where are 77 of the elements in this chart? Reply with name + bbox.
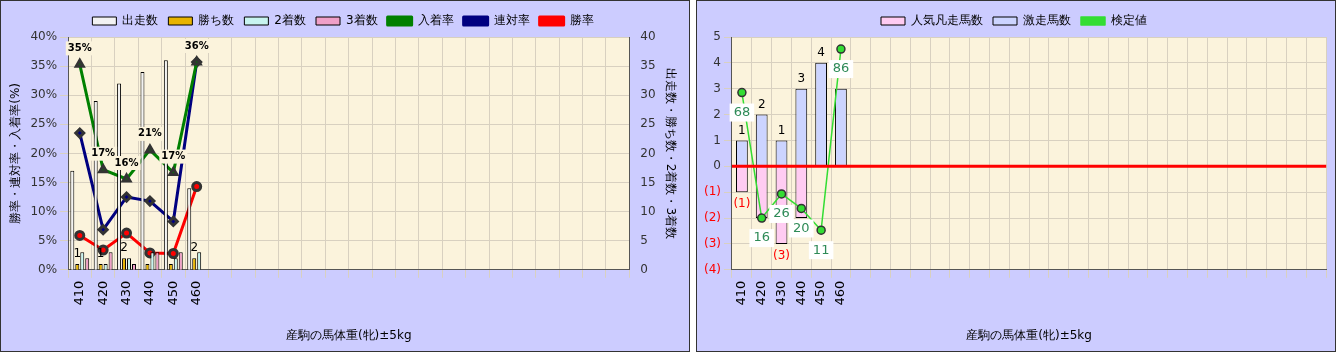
- data-label: 4: [817, 44, 825, 59]
- y2-tick-label: 10: [640, 203, 656, 218]
- y-tick-label: (1): [704, 184, 721, 199]
- y-tick-label: 5: [713, 29, 721, 44]
- y2-tick-label: 20: [640, 145, 656, 160]
- y-tick-label: 1: [713, 132, 721, 147]
- y2-tick-label: 5: [640, 232, 648, 247]
- legend-label: 検定値: [1111, 13, 1147, 28]
- y-tick-label: (2): [704, 210, 721, 225]
- data-label: 68: [733, 103, 751, 119]
- y-tick-label: 30%: [30, 87, 58, 102]
- y-tick-label: 15%: [30, 174, 58, 189]
- x-tick-label: 450: [812, 280, 828, 306]
- data-label: 1: [73, 246, 82, 261]
- data-label: 21%: [137, 127, 162, 139]
- data-label: 2: [120, 240, 128, 255]
- data-label: 3: [797, 70, 806, 85]
- data-label: 1: [777, 122, 786, 137]
- y-tick-label: (4): [704, 261, 721, 276]
- legend-label: 出走数: [122, 13, 159, 28]
- data-label: 26: [773, 205, 790, 221]
- x-tick-label: 420: [753, 280, 769, 306]
- data-label: 86: [832, 60, 850, 76]
- x-tick-label: 460: [832, 280, 848, 306]
- data-label: 17%: [161, 150, 186, 162]
- x-tick-label: 430: [117, 280, 133, 306]
- legend-label: 勝ち数: [198, 13, 235, 28]
- data-label: 20: [793, 219, 810, 235]
- legend-label: 2着数: [274, 13, 307, 28]
- data-label: 11: [812, 241, 830, 257]
- data-label: 1: [738, 122, 746, 137]
- data-label: (1): [733, 196, 751, 211]
- data-label: 1: [96, 246, 105, 261]
- data-label: 36%: [184, 39, 209, 51]
- y-tick-label: 2: [713, 106, 721, 121]
- y2-tick-label: 0: [640, 261, 648, 276]
- y-tick-label: 40%: [30, 29, 58, 44]
- legend-label: 激走馬数: [1023, 13, 1071, 28]
- y-tick-label: 25%: [30, 116, 58, 131]
- y-tick-label: 5%: [38, 232, 58, 247]
- y-tick-label: (3): [704, 236, 721, 251]
- x-tick-label: 410: [733, 280, 749, 306]
- x-tick-label: 430: [772, 280, 788, 306]
- data-label: (3): [773, 248, 791, 263]
- y-tick-label: 35%: [30, 58, 58, 73]
- data-label: 2: [757, 96, 766, 111]
- y-axis-title: 勝率・連対率・入着率(%): [8, 83, 23, 224]
- y2-tick-label: 30: [640, 87, 656, 102]
- y-tick-label: 0%: [38, 261, 58, 276]
- legend-label: 入着率: [417, 13, 454, 28]
- y2-axis-title: 出走数・勝ち数・2着数・3着数: [663, 67, 678, 240]
- x-tick-label: 440: [141, 280, 157, 306]
- y2-tick-label: 15: [640, 174, 656, 189]
- data-label: 17%: [91, 147, 116, 159]
- legend-label: 連対率: [493, 13, 530, 28]
- legend-label: 3着数: [346, 13, 378, 28]
- data-label: 16%: [114, 156, 139, 168]
- x-tick-label: 420: [94, 280, 110, 306]
- x-tick-label: 440: [792, 280, 808, 306]
- y-tick-label: 4: [713, 54, 721, 69]
- y-tick-label: 20%: [30, 145, 58, 160]
- x-axis-title: 産駒の馬体重(牝)±5kg: [285, 327, 412, 342]
- x-axis-title: 産駒の馬体重(牝)±5kg: [966, 327, 1092, 342]
- y-tick-label: 10%: [30, 203, 58, 218]
- data-label: 2: [190, 240, 199, 255]
- y-tick-label: 3: [713, 80, 721, 95]
- y-tick-label: 0: [713, 158, 721, 173]
- data-label: 16: [753, 229, 770, 245]
- data-label: 35%: [67, 41, 92, 53]
- y2-tick-label: 25: [640, 116, 656, 131]
- y2-tick-label: 35: [640, 58, 656, 73]
- x-tick-label: 410: [71, 280, 87, 306]
- x-tick-label: 460: [188, 280, 204, 306]
- legend-label: 人気凡走馬数: [911, 13, 983, 28]
- x-tick-label: 450: [164, 280, 180, 306]
- legend-label: 勝率: [569, 13, 594, 28]
- y2-tick-label: 40: [640, 29, 656, 44]
